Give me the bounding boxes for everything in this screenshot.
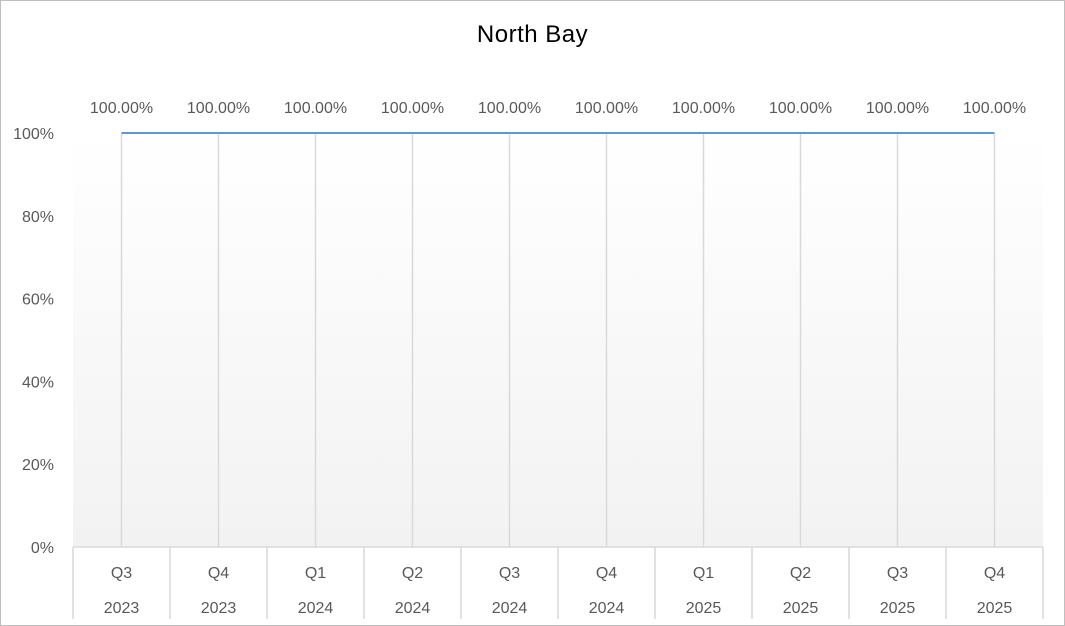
x-tick-label-year: 2025 (880, 600, 916, 617)
category-axis: Q3 2023 Q4 2023 Q1 2024 Q2 2024 Q3 2024 Q4 2024 Q1 20… (72, 546, 1044, 619)
x-tick-label-quarter: Q4 (208, 565, 229, 582)
x-tick-label-year: 2025 (977, 600, 1013, 617)
x-tick-label-quarter: Q2 (402, 565, 423, 582)
x-tick-label-year: 2025 (783, 600, 819, 617)
x-tick-label-quarter: Q4 (596, 565, 617, 582)
data-label: 100.00% (478, 100, 541, 117)
data-label: 100.00% (866, 100, 929, 117)
data-label: 100.00% (90, 100, 153, 117)
x-tick-label-quarter: Q3 (111, 565, 132, 582)
x-tick-label-quarter: Q2 (790, 565, 811, 582)
x-tick-label-quarter: Q1 (693, 565, 714, 582)
x-tick-label-year: 2024 (395, 600, 431, 617)
x-tick-label-year: 2025 (686, 600, 722, 617)
x-tick-label-quarter: Q3 (499, 565, 520, 582)
data-label: 100.00% (769, 100, 832, 117)
data-label: 100.00% (187, 100, 250, 117)
x-tick-label-year: 2023 (104, 600, 140, 617)
y-tick-label: 0% (31, 540, 54, 557)
y-tick-label: 40% (22, 374, 54, 391)
data-label: 100.00% (672, 100, 735, 117)
x-tick-label-quarter: Q1 (305, 565, 326, 582)
x-tick-label-year: 2023 (201, 600, 237, 617)
y-tick-label: 100% (13, 126, 54, 143)
chart-title: North Bay (476, 21, 589, 48)
x-tick-label-quarter: Q3 (887, 565, 908, 582)
data-label: 100.00% (284, 100, 347, 117)
x-tick-label-year: 2024 (492, 600, 528, 617)
data-label: 100.00% (963, 100, 1026, 117)
gridlines (120, 133, 996, 547)
data-label: 100.00% (381, 100, 444, 117)
y-tick-label: 80% (22, 209, 54, 226)
value-axis: 0% 20% 40% 60% 80% 100% (13, 126, 54, 557)
y-tick-label: 20% (22, 457, 54, 474)
x-tick-label-year: 2024 (589, 600, 625, 617)
x-tick-label-year: 2024 (298, 600, 334, 617)
y-tick-label: 60% (22, 292, 54, 309)
x-tick-label-quarter: Q4 (984, 565, 1005, 582)
data-labels: 100.00% 100.00% 100.00% 100.00% 100.00% 100.0… (90, 100, 1026, 117)
plot-area-background (73, 133, 1043, 547)
data-label: 100.00% (575, 100, 638, 117)
